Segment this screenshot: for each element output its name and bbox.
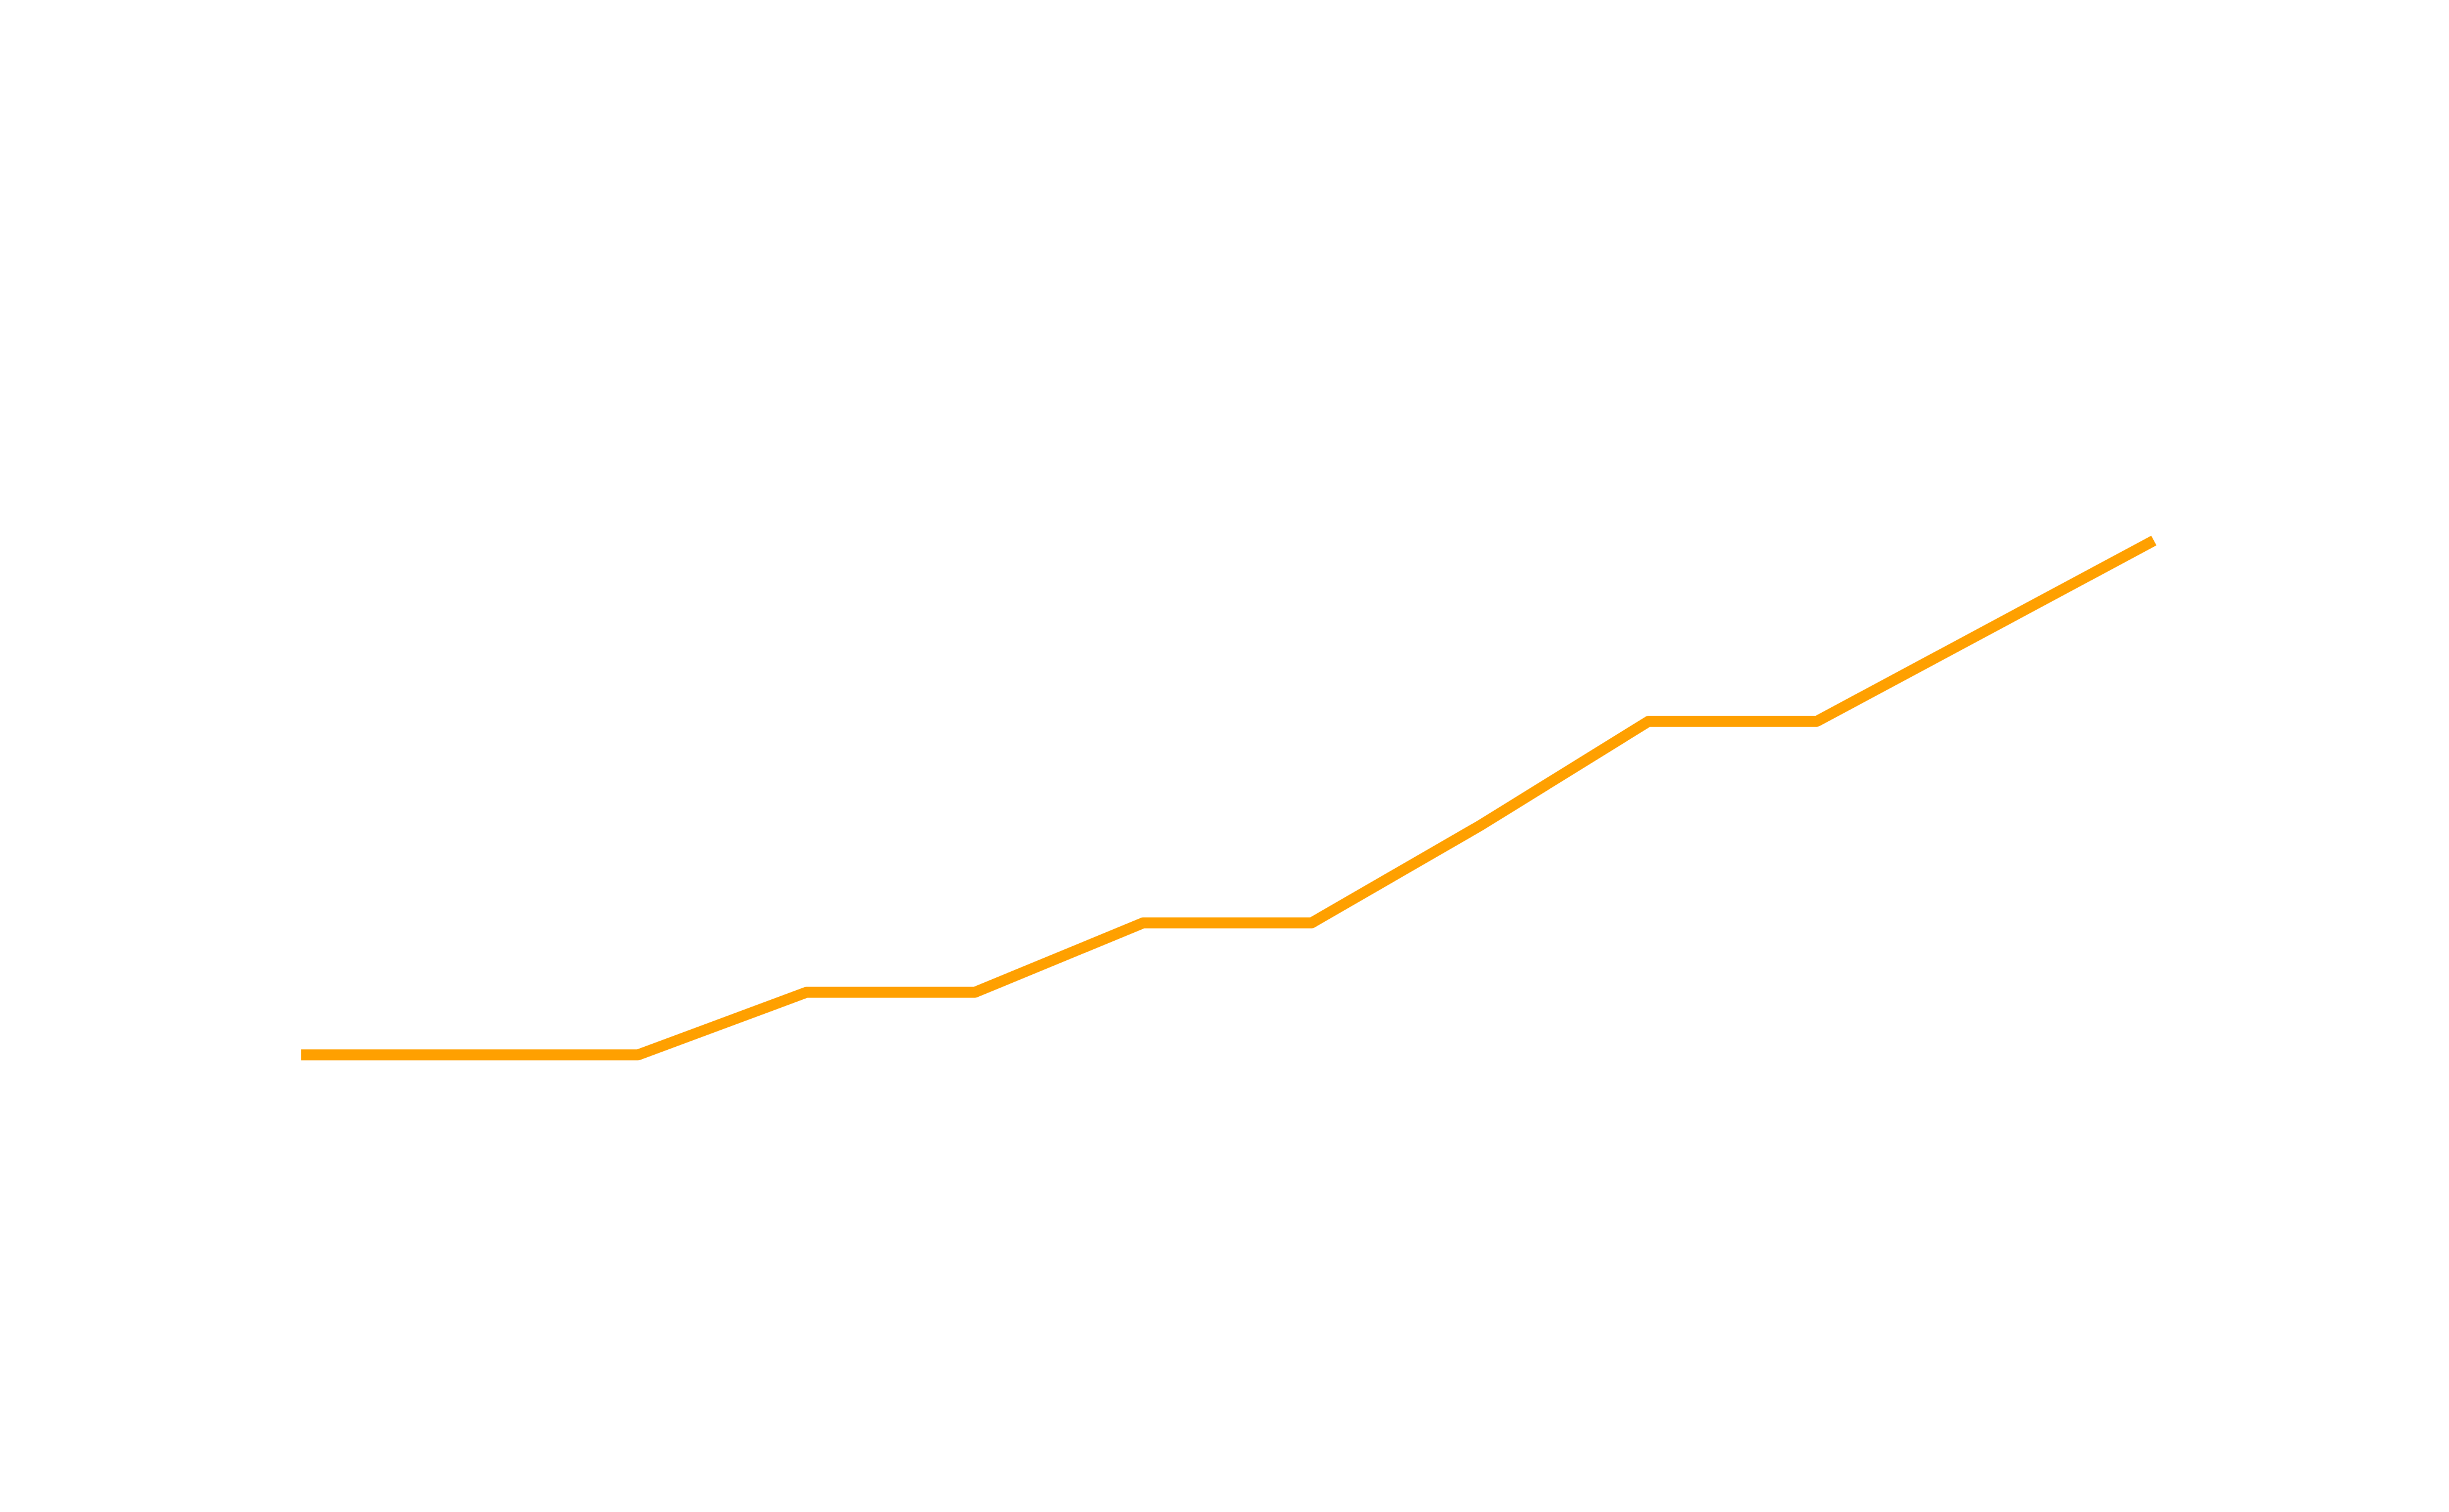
data-point — [1475, 820, 1485, 831]
data-point — [296, 1049, 307, 1060]
data-point — [1812, 716, 1823, 727]
series-line-0 — [301, 535, 2157, 1061]
data-point — [970, 987, 981, 998]
data-point — [1138, 918, 1149, 929]
data-point — [464, 1049, 475, 1060]
data-point — [632, 1049, 643, 1060]
data-point — [801, 987, 812, 998]
data-point — [1306, 918, 1317, 929]
data-point — [1980, 626, 1991, 637]
series-layer — [296, 535, 2159, 1061]
data-point — [2148, 535, 2159, 546]
data-point — [1643, 716, 1654, 727]
